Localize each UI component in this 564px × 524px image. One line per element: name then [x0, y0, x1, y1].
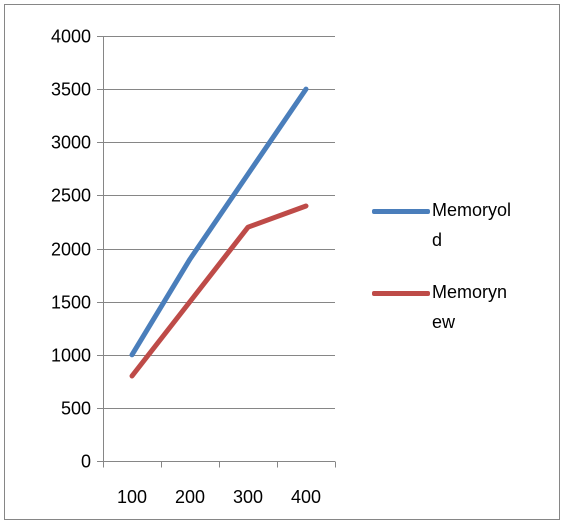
series-line-memorynew: [129, 203, 309, 379]
legend-item-memoryold: Memoryold: [372, 192, 562, 274]
y-tick-label-2000: 2000: [51, 240, 91, 260]
x-tick-label-100: 100: [117, 487, 147, 507]
legend-label-memoryold: Memoryold: [432, 200, 512, 250]
chart-border: [4, 4, 560, 520]
series-line-memoryold: [129, 86, 309, 358]
series: [129, 86, 309, 379]
tick-labels: 0 500 1000 1500 2000 2500 3000 3500 4000 100 200 30…: [51, 27, 321, 508]
y-tick-label-2500: 2500: [51, 186, 91, 206]
axes: [97, 36, 336, 468]
legend: Memoryold Memorynew: [372, 192, 562, 356]
legend-label-memorynew: Memorynew: [432, 282, 508, 332]
y-tick-label-1500: 1500: [51, 293, 91, 313]
y-tick-label-500: 500: [61, 399, 91, 419]
x-tick-label-200: 200: [175, 487, 205, 507]
y-tick-label-3000: 3000: [51, 133, 91, 153]
y-tick-label-3500: 3500: [51, 80, 91, 100]
y-tick-label-0: 0: [81, 452, 91, 472]
legend-item-memorynew: Memorynew: [372, 274, 562, 356]
legend-swatch-memorynew: [372, 291, 430, 296]
x-tick-label-300: 300: [233, 487, 263, 507]
x-tick-label-400: 400: [291, 487, 321, 507]
legend-swatch-memoryold: [372, 209, 430, 214]
gridlines: [103, 36, 335, 409]
y-tick-label-1000: 1000: [51, 346, 91, 366]
y-tick-label-4000: 4000: [51, 27, 91, 47]
